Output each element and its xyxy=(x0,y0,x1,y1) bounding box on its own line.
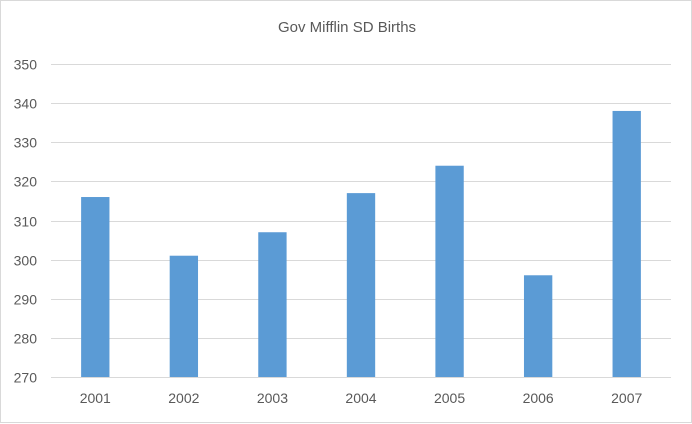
bar-2001 xyxy=(81,197,110,377)
bar-2003 xyxy=(258,232,287,377)
y-tick-label: 340 xyxy=(14,96,38,112)
y-tick-label: 290 xyxy=(14,292,38,308)
x-axis-ticks: 2001 2002 2003 2004 2005 2006 2007 xyxy=(80,390,643,406)
y-tick-label: 350 xyxy=(14,57,38,73)
bars xyxy=(81,110,641,377)
y-tick-label: 310 xyxy=(14,214,38,230)
y-tick-label: 330 xyxy=(14,135,38,151)
x-tick-label: 2001 xyxy=(80,390,111,406)
y-tick-label: 280 xyxy=(14,331,38,347)
y-axis-ticks: 270 280 290 300 310 320 330 340 350 xyxy=(14,57,38,386)
bar-2004 xyxy=(346,193,376,377)
x-tick-label: 2002 xyxy=(168,390,199,406)
x-tick-label: 2005 xyxy=(434,390,465,406)
chart-title: Gov Mifflin SD Births xyxy=(277,19,417,36)
x-tick-label: 2006 xyxy=(523,390,554,406)
y-tick-label: 300 xyxy=(14,253,38,269)
x-tick-label: 2004 xyxy=(345,390,376,406)
y-tick-label: 320 xyxy=(14,174,38,190)
y-tick-label: 270 xyxy=(14,370,38,386)
x-tick-label: 2007 xyxy=(611,390,642,406)
x-tick-label: 2003 xyxy=(257,390,288,406)
bar-2002 xyxy=(169,255,199,377)
bar-2006 xyxy=(523,275,553,377)
bar-2005 xyxy=(435,165,464,377)
bar-2007 xyxy=(612,110,641,377)
